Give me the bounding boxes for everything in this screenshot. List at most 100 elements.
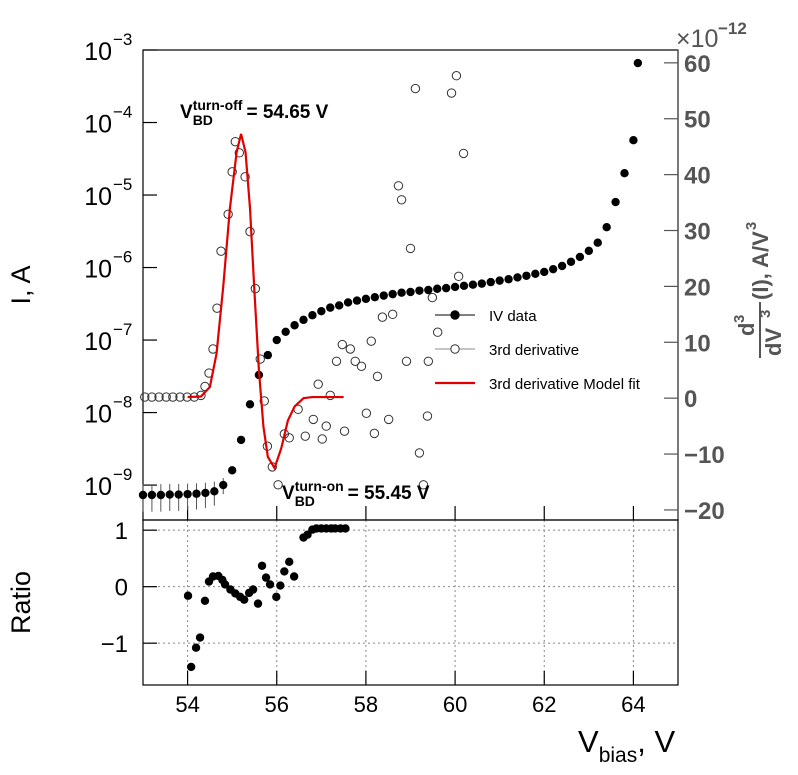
data-point xyxy=(341,524,350,533)
x-axis-label: V xyxy=(578,724,599,759)
annotation-text: = 55.45 V xyxy=(348,483,430,504)
data-point xyxy=(459,281,469,291)
derivative-point xyxy=(259,396,269,406)
y-tick-label: 10 xyxy=(84,38,112,66)
y2-tick-label: 0 xyxy=(684,386,697,413)
y2-tick-label: 50 xyxy=(684,107,711,134)
derivative-point xyxy=(337,339,347,350)
derivative-point xyxy=(414,448,425,458)
derivative-point xyxy=(410,83,421,94)
y-tick-label: 10 xyxy=(84,256,112,284)
data-point xyxy=(602,223,611,232)
plot-frame xyxy=(142,519,679,686)
data-point xyxy=(165,490,174,499)
derivative-point xyxy=(147,392,157,402)
data-point xyxy=(280,567,289,576)
derivative-point xyxy=(361,408,372,418)
data-point xyxy=(261,573,271,582)
data-point xyxy=(370,292,380,302)
y-tick-label: 10 xyxy=(84,183,112,211)
annotation-sup: turn-on xyxy=(295,478,344,494)
data-point xyxy=(468,280,478,289)
data-point xyxy=(248,585,258,594)
x-tick-label: 56 xyxy=(265,692,289,717)
derivative-point xyxy=(383,414,394,425)
derivative-point xyxy=(405,243,416,254)
derivative-point xyxy=(418,480,429,490)
annotation-text: = 54.65 V xyxy=(246,102,328,123)
data-point xyxy=(201,488,210,498)
y2-label-numerator-sup: 3 xyxy=(731,315,748,323)
y-tick-label: 10 xyxy=(84,111,112,139)
data-point xyxy=(147,490,157,500)
x-tick-label: 58 xyxy=(354,692,378,717)
y2-tick-label: 40 xyxy=(684,163,711,190)
derivative-point xyxy=(216,246,226,256)
derivative-point xyxy=(446,88,457,98)
data-point xyxy=(183,489,192,499)
x-axis-label-text: , V xyxy=(637,724,675,759)
derivative-point xyxy=(377,312,388,322)
data-point xyxy=(361,294,371,304)
derivative-point xyxy=(273,480,283,490)
data-point xyxy=(495,276,504,285)
x-tick-label: 62 xyxy=(532,692,556,717)
data-point xyxy=(343,298,353,307)
data-point xyxy=(379,291,388,300)
derivative-point xyxy=(300,431,310,441)
derivative-point xyxy=(432,327,443,337)
annotation-sub: BD xyxy=(193,112,213,128)
derivative-point xyxy=(331,356,342,366)
derivative-point xyxy=(227,167,237,177)
fit-line xyxy=(187,133,344,471)
x-tick-label: 60 xyxy=(443,692,467,717)
derivative-point xyxy=(255,354,265,364)
data-point xyxy=(326,303,335,312)
y2-tick-label: −20 xyxy=(684,498,725,525)
data-point xyxy=(272,592,281,602)
data-point xyxy=(227,466,237,475)
y-tick-exponent: −8 xyxy=(113,393,132,412)
derivative-point xyxy=(313,379,323,389)
data-point xyxy=(334,301,344,310)
data-point xyxy=(504,275,513,284)
y2-tick-label: 30 xyxy=(684,219,711,246)
data-point xyxy=(200,596,210,606)
y2-tick-label: −10 xyxy=(684,442,725,469)
y2-label-denominator-sup: 3 xyxy=(757,310,774,318)
derivative-point xyxy=(154,392,164,402)
data-point xyxy=(210,487,219,496)
data-point xyxy=(531,269,540,278)
derivative-point xyxy=(393,181,404,191)
y-axis-label: Ratio xyxy=(6,571,36,634)
derivative-point xyxy=(401,356,412,366)
data-point xyxy=(633,58,643,68)
annotation-symbol: V xyxy=(180,102,193,123)
data-point xyxy=(220,580,230,589)
legend-entry: IV data xyxy=(435,308,537,325)
legend-label: 3rd derivative Model fit xyxy=(489,376,641,393)
y-tick-exponent: −7 xyxy=(113,320,132,339)
y-tick-exponent: −4 xyxy=(113,103,132,122)
data-point xyxy=(290,321,299,330)
derivative-point xyxy=(396,195,407,205)
legend-entry: 3rd derivative Model fit xyxy=(435,376,641,393)
data-point xyxy=(450,282,460,292)
annotation-symbol: V xyxy=(282,483,295,504)
derivative-point xyxy=(372,371,383,382)
derivative-point xyxy=(321,421,331,431)
y-tick-label: −1 xyxy=(101,631,128,658)
data-point xyxy=(245,400,255,409)
data-point xyxy=(522,271,531,280)
data-point xyxy=(236,435,246,445)
data-point xyxy=(272,335,281,345)
y2-label-numerator: d xyxy=(734,323,759,336)
derivative-point xyxy=(356,361,367,372)
derivative-point xyxy=(196,390,206,401)
data-point xyxy=(257,561,267,570)
y-tick-exponent: −6 xyxy=(113,248,132,267)
legend-label: 3rd derivative xyxy=(489,342,579,359)
data-point xyxy=(138,490,148,500)
